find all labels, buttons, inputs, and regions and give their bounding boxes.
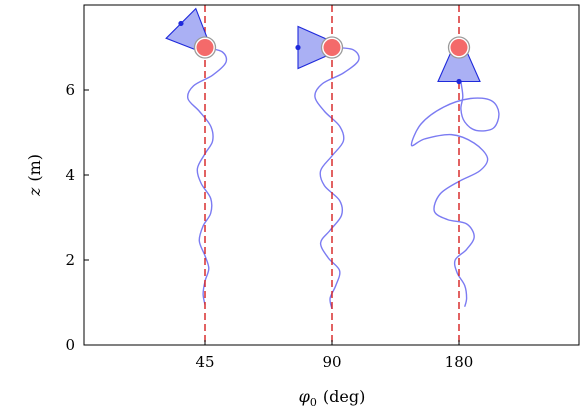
- trajectory-layer: [187, 46, 500, 310]
- x-axis-label-unit: (deg): [323, 387, 365, 406]
- marker-90: [323, 39, 341, 56]
- marker-45: [196, 39, 214, 56]
- sensor-tip-180: [456, 78, 462, 85]
- y-axis-label-unit: (m): [25, 154, 44, 182]
- x-axis: 45 90 180: [195, 340, 473, 371]
- marker-180: [450, 39, 468, 56]
- x-axis-label: φ0 (deg): [299, 387, 366, 409]
- x-axis-label-subscript: 0: [310, 396, 317, 409]
- y-tick-label-2: 4: [65, 166, 75, 184]
- y-tick-label-3: 6: [65, 81, 75, 99]
- sensor-tip-45: [178, 20, 184, 27]
- x-tick-label-2: 180: [445, 353, 474, 371]
- trajectory-180: [410, 47, 500, 307]
- y-axis-label: z (m): [25, 154, 44, 197]
- y-axis: 0 2 4 6: [65, 81, 89, 354]
- x-axis-label-symbol: φ: [299, 387, 311, 406]
- x-tick-label-0: 45: [195, 353, 214, 371]
- y-tick-label-1: 2: [65, 251, 75, 269]
- x-tick-label-1: 90: [322, 353, 341, 371]
- sensor-tip-90: [295, 44, 301, 51]
- trajectory-45: [187, 46, 228, 305]
- trajectory-90: [314, 46, 360, 310]
- y-tick-label-0: 0: [65, 336, 75, 354]
- marker-layer: [193, 36, 471, 59]
- y-axis-label-symbol: z: [25, 187, 44, 197]
